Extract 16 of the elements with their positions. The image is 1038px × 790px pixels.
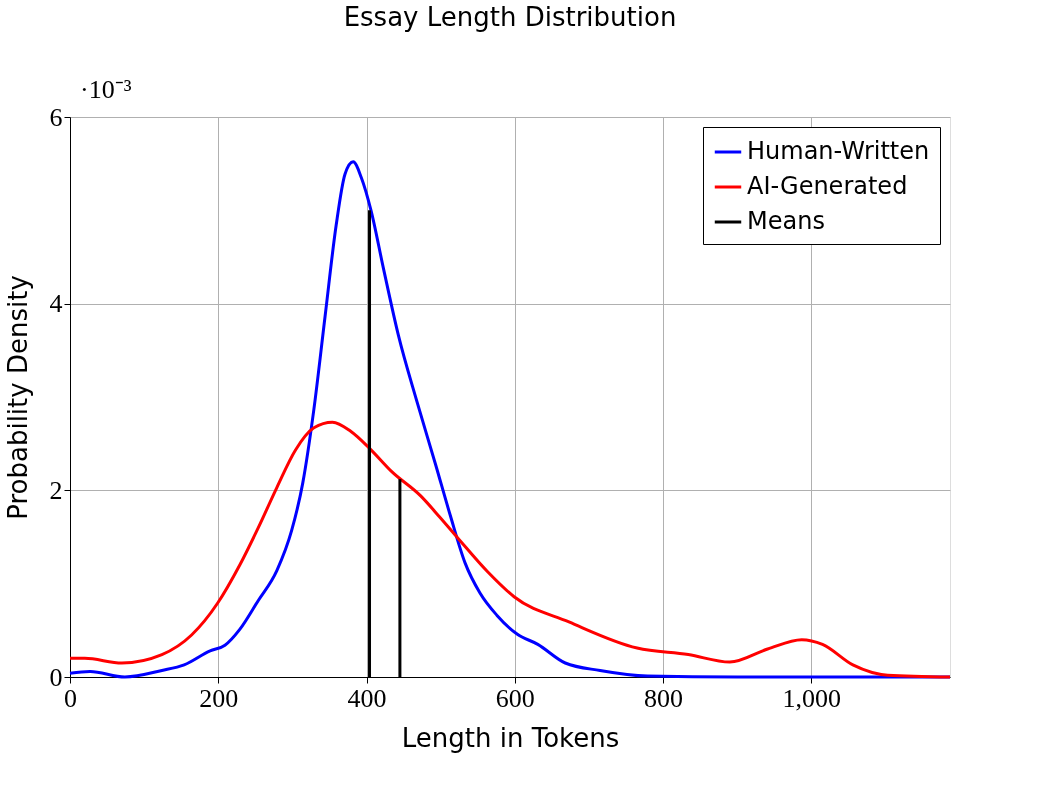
y-axis-title: Probability Density xyxy=(2,275,33,520)
x-tick-label: 600 xyxy=(495,683,535,713)
x-tick-label: 1,000 xyxy=(782,683,842,713)
legend-label: AI-Generated xyxy=(747,172,908,200)
y-tick-label: 4 xyxy=(49,289,63,319)
legend-label: Means xyxy=(747,207,825,235)
y-tick-label: 0 xyxy=(49,662,63,692)
x-tick-label: 400 xyxy=(347,683,387,713)
y-tick-label: 6 xyxy=(49,102,63,132)
y-tick-label: 2 xyxy=(49,475,63,505)
x-tick-label: 200 xyxy=(199,683,239,713)
x-tick-label: 800 xyxy=(644,683,684,713)
legend-label: Human-Written xyxy=(747,137,930,165)
chart-title: Essay Length Distribution xyxy=(343,2,677,32)
text: ·10⁻³ xyxy=(80,75,132,104)
x-axis-title: Length in Tokens xyxy=(401,722,620,753)
